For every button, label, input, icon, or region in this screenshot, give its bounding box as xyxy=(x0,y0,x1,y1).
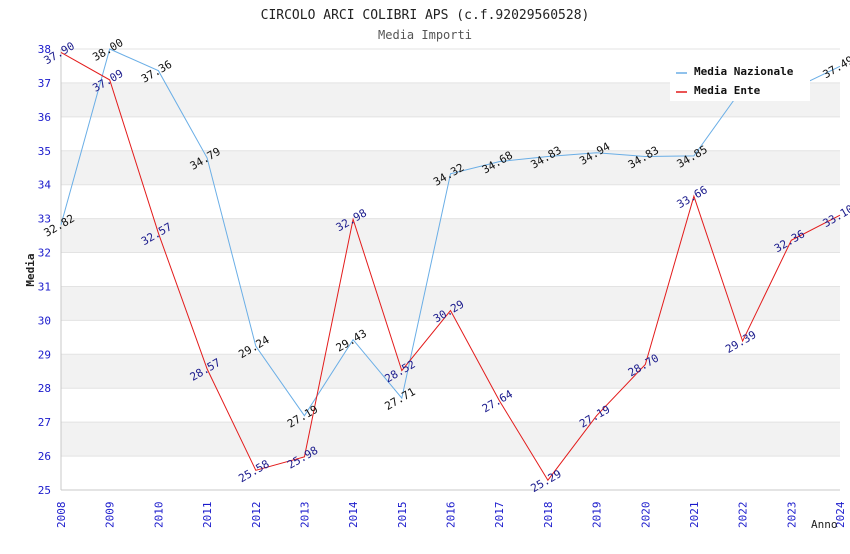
x-tick-label: 2023 xyxy=(785,502,798,529)
y-tick-label: 32 xyxy=(38,247,51,260)
y-tick-label: 36 xyxy=(38,111,51,124)
y-tick-label: 35 xyxy=(38,145,51,158)
data-label: 27.71 xyxy=(382,385,417,413)
grid-bands xyxy=(61,82,840,457)
y-tick-label: 30 xyxy=(38,314,51,327)
grid-band xyxy=(61,286,840,321)
x-tick-label: 2018 xyxy=(542,502,555,529)
grid-band xyxy=(61,354,840,389)
y-tick-label: 26 xyxy=(38,450,51,463)
x-tick-label: 2022 xyxy=(737,502,750,529)
data-label: 37.49 xyxy=(821,53,850,81)
data-label: 37.36 xyxy=(139,58,174,86)
x-tick-label: 2021 xyxy=(688,502,701,529)
grid-band xyxy=(61,150,840,185)
data-label: 29.39 xyxy=(723,328,758,356)
y-tick-labels: 25 26 27 28 29 30 31 32 33 34 35 36 37 38 xyxy=(38,43,52,497)
y-axis-label: Media xyxy=(24,253,37,286)
legend-label-media-ente: Media Ente xyxy=(694,84,761,97)
data-label: 25.29 xyxy=(529,467,564,495)
y-tick-label: 29 xyxy=(38,348,51,361)
y-tick-label: 25 xyxy=(38,484,51,497)
x-tick-label: 2009 xyxy=(104,502,117,529)
data-label: 27.64 xyxy=(480,387,516,415)
x-tick-label: 2012 xyxy=(250,502,263,529)
legend-label-media-nazionale: Media Nazionale xyxy=(694,65,794,78)
x-tick-label: 2010 xyxy=(152,502,165,529)
x-tick-label: 2019 xyxy=(591,502,604,529)
y-tick-label: 33 xyxy=(38,213,51,226)
chart-title: CIRCOLO ARCI COLIBRI APS (c.f.9202956052… xyxy=(261,8,590,23)
y-tick-label: 31 xyxy=(38,280,51,293)
x-tick-label: 2017 xyxy=(493,502,506,529)
x-tick-label: 2016 xyxy=(445,502,458,529)
series-line-media-nazionale xyxy=(60,48,841,417)
x-tick-label: 2020 xyxy=(639,502,652,529)
y-tick-label: 34 xyxy=(38,179,52,192)
series-lines xyxy=(60,48,841,482)
data-label: 29.43 xyxy=(334,327,369,355)
x-axis-label: Anno xyxy=(811,518,838,531)
y-tick-label: 38 xyxy=(38,43,51,56)
legend: Media Nazionale Media Ente xyxy=(670,60,810,101)
x-tick-labels: 2008 2009 2010 2011 2012 2013 2014 2015 2016 2017… xyxy=(55,501,847,528)
data-label: 25.58 xyxy=(236,457,271,485)
series-line-media-ente xyxy=(60,51,841,482)
x-tick-label: 2013 xyxy=(298,502,311,529)
grid-band xyxy=(61,422,840,457)
y-tick-label: 27 xyxy=(38,416,51,429)
data-label: 38.00 xyxy=(90,36,125,64)
data-label: 33.66 xyxy=(675,183,710,211)
x-tick-label: 2024 xyxy=(834,501,847,528)
x-tick-label: 2014 xyxy=(347,501,360,528)
legend-box xyxy=(670,60,810,101)
x-tick-label: 2008 xyxy=(55,502,68,529)
x-tick-label: 2011 xyxy=(201,502,214,529)
y-tick-label: 28 xyxy=(38,382,51,395)
grid-band xyxy=(61,218,840,253)
y-tick-label: 37 xyxy=(38,77,51,90)
chart-subtitle: Media Importi xyxy=(378,28,472,42)
x-tick-label: 2015 xyxy=(396,502,409,529)
